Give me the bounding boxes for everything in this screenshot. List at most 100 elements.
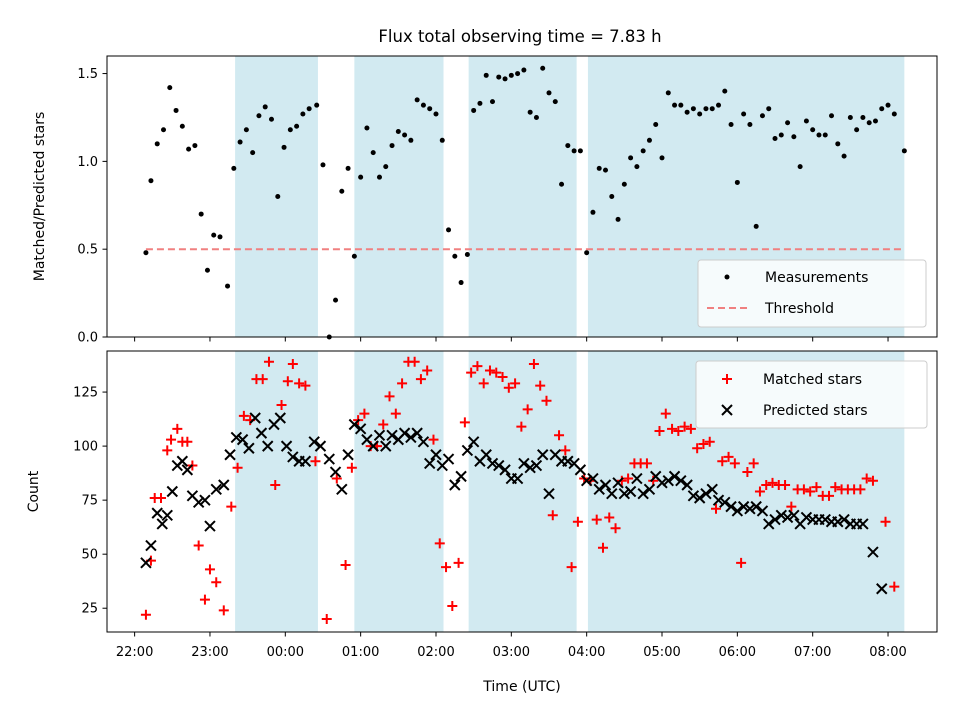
- measurement-point: [427, 106, 433, 112]
- matched-star-point: [560, 445, 571, 456]
- measurement-point: [653, 121, 659, 127]
- predicted-star-point: [140, 557, 152, 569]
- legend-threshold-label: Threshold: [764, 301, 834, 317]
- measurement-point: [640, 148, 646, 154]
- matched-star-point: [428, 434, 439, 445]
- measurement-point: [810, 127, 816, 133]
- predicted-star-point: [461, 444, 474, 457]
- legend-predicted-marker: [721, 404, 733, 416]
- predicted-star-point: [373, 429, 386, 442]
- matched-star-point: [182, 436, 193, 447]
- predicted-star-point: [511, 472, 524, 485]
- legend-measurements-label: Measurements: [765, 270, 868, 286]
- top-data-marks: [143, 65, 907, 340]
- measurement-point: [204, 267, 210, 273]
- matched-star-point: [497, 371, 508, 382]
- matched-star-point: [648, 475, 659, 486]
- measurement-point: [192, 143, 198, 149]
- shaded-interval: [354, 56, 444, 337]
- predicted-star-point: [314, 440, 327, 452]
- predicted-star-point: [593, 483, 605, 496]
- matched-star-point: [667, 423, 678, 434]
- measurement-point: [684, 109, 690, 115]
- predicted-star-point: [192, 496, 205, 509]
- matched-star-point: [880, 516, 891, 527]
- measurement-point: [678, 102, 684, 108]
- measurement-point: [866, 120, 872, 126]
- top-axes-frame: [106, 55, 938, 338]
- measurement-point: [237, 139, 243, 145]
- measurement-point: [225, 283, 231, 289]
- predicted-star-point: [832, 516, 844, 528]
- measurement-point: [256, 113, 262, 119]
- predicted-star-point: [867, 546, 879, 558]
- measurement-point: [389, 143, 395, 149]
- predicted-star-point: [643, 483, 656, 496]
- measurement-point: [496, 74, 502, 80]
- measurement-point: [300, 111, 306, 117]
- top-panel: 0.0 0.5 1.0 1.5 Matched/Predicted stars Mea…: [32, 55, 938, 346]
- matched-star-point: [282, 376, 293, 387]
- x-tick-label: 00:00: [267, 645, 304, 660]
- matched-star-point: [415, 374, 426, 385]
- x-tick-label: 04:00: [568, 645, 605, 660]
- predicted-star-point: [750, 500, 762, 513]
- measurement-point: [198, 211, 204, 217]
- measurement-point: [471, 107, 477, 113]
- y-tick-label: 0.0: [77, 331, 98, 346]
- matched-star-point: [238, 410, 249, 421]
- predicted-star-point: [700, 487, 712, 500]
- measurement-point: [243, 127, 249, 133]
- matched-star-point: [767, 477, 778, 488]
- predicted-star-point: [367, 440, 379, 452]
- measurement-point: [835, 141, 841, 147]
- predicted-star-point: [467, 436, 480, 448]
- matched-star-point: [162, 445, 173, 456]
- predicted-star-point: [308, 436, 320, 448]
- matched-star-point: [434, 538, 445, 549]
- matched-star-point: [211, 577, 222, 588]
- matched-star-point: [554, 430, 565, 441]
- predicted-star-point: [543, 487, 555, 500]
- measurement-point: [659, 155, 665, 161]
- matched-star-point: [257, 374, 268, 385]
- measurement-point: [559, 181, 565, 187]
- predicted-star-point: [857, 518, 869, 530]
- predicted-star-point: [562, 455, 574, 467]
- predicted-star-point: [380, 440, 392, 452]
- x-tick-label: 06:00: [719, 645, 756, 660]
- predicted-star-point: [712, 494, 725, 506]
- measurement-point: [489, 99, 495, 105]
- y-tick-label: 1.0: [77, 155, 98, 170]
- predicted-star-point: [731, 505, 744, 517]
- matched-star-point: [761, 480, 772, 491]
- matched-star-point: [692, 443, 703, 454]
- matched-star-point: [204, 564, 215, 575]
- x-tick-label: 23:00: [191, 645, 228, 660]
- predicted-star-point: [524, 462, 536, 474]
- predicted-star-point: [224, 449, 236, 461]
- measurement-point: [565, 143, 571, 149]
- predicted-star-point: [199, 494, 211, 506]
- matched-star-point: [610, 523, 621, 534]
- measurement-point: [527, 109, 533, 115]
- predicted-star-point: [204, 520, 216, 532]
- predicted-star-point: [323, 453, 335, 465]
- predicted-star-point: [819, 513, 831, 526]
- predicted-star-point: [218, 479, 230, 491]
- measurement-point: [634, 164, 640, 170]
- predicted-star-point: [675, 474, 687, 487]
- measurement-point: [603, 167, 609, 173]
- measurement-point: [483, 72, 489, 78]
- matched-star-point: [378, 419, 389, 430]
- matched-star-point: [717, 456, 728, 467]
- matched-star-point: [459, 417, 470, 428]
- measurement-point: [351, 253, 357, 259]
- bottom-legend: Matched stars Predicted stars: [695, 360, 928, 429]
- measurement-point: [275, 194, 281, 199]
- predicted-star-point: [329, 466, 342, 478]
- matched-star-point: [541, 395, 552, 406]
- predicted-star-point: [151, 507, 163, 519]
- predicted-star-point: [612, 477, 624, 489]
- measurement-point: [167, 85, 173, 91]
